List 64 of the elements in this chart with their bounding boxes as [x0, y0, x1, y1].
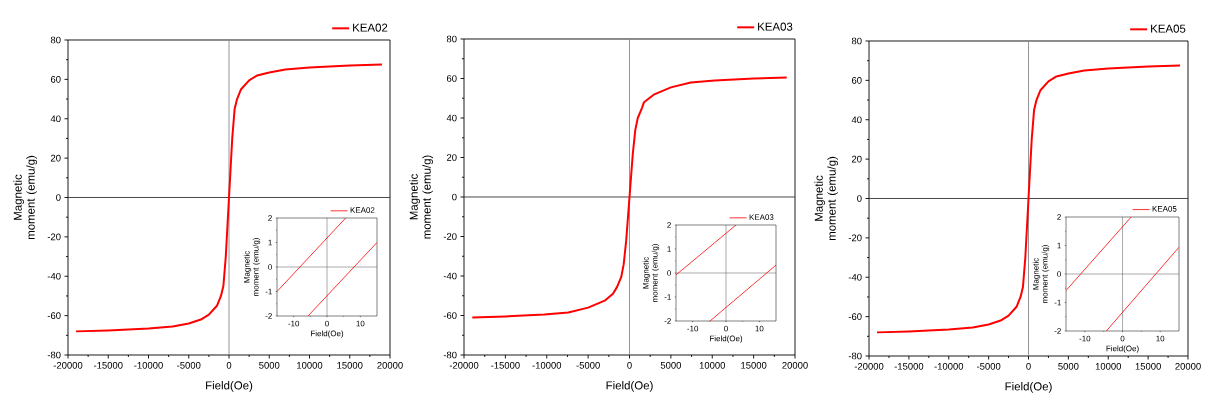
y-tick-label: 60 — [50, 76, 61, 83]
y-axis-title: Magnetic moment (emu/g) — [409, 155, 433, 239]
x-tick-label: -15000 — [894, 363, 924, 370]
x-tick-label: 10000 — [1095, 363, 1122, 370]
x-tick-label: 15000 — [1135, 363, 1161, 370]
y-tick-label: 40 — [851, 116, 862, 124]
y-tick-label: -60 — [47, 312, 61, 319]
x-tick-label: -5000 — [976, 363, 1001, 370]
x-tick-label: 20000 — [377, 362, 403, 369]
x-tick-label: 0 — [1026, 363, 1031, 370]
x-tick-label: 15000 — [337, 362, 363, 369]
x-tick-label: 5000 — [1058, 363, 1079, 370]
legend-label: KEA05 — [1151, 24, 1186, 33]
x-tick-label: -10000 — [134, 362, 163, 369]
y-tick-label: 40 — [446, 114, 457, 122]
x-axis-title: Field(Oe) — [1005, 382, 1052, 393]
x-tick-label: -5000 — [576, 362, 600, 369]
x-tick-label: 20000 — [782, 362, 808, 369]
y-tick-label: 80 — [50, 36, 61, 44]
y-tick-label: 20 — [446, 154, 457, 161]
y-tick-label: -20 — [47, 233, 61, 241]
y-tick-label: -80 — [848, 352, 862, 360]
y-tick-label: 80 — [851, 37, 862, 45]
x-tick-label: 10000 — [699, 362, 726, 369]
y-tick-label: 20 — [851, 155, 862, 163]
x-tick-label: -20000 — [449, 362, 479, 369]
x-tick-label: 20000 — [1175, 363, 1201, 370]
x-tick-label: -10000 — [934, 363, 964, 370]
y-tick-label: -80 — [443, 351, 457, 359]
line-series — [875, 64, 1182, 334]
y-tick-label: 60 — [851, 77, 862, 84]
x-axis-title: Field(Oe) — [606, 381, 653, 392]
y-tick-label: -60 — [443, 312, 457, 319]
y-tick-label: 40 — [50, 115, 61, 123]
legend-label: KEA03 — [758, 22, 793, 31]
y-tick-label: -60 — [848, 313, 862, 320]
y-tick-label: 20 — [50, 154, 61, 162]
legend-label: KEA02 — [353, 23, 388, 32]
x-tick-label: -15000 — [491, 362, 520, 369]
x-tick-label: 10000 — [297, 362, 323, 369]
x-tick-label: 5000 — [660, 362, 682, 369]
x-tick-label: 0 — [627, 362, 632, 369]
x-tick-label: -15000 — [93, 362, 123, 369]
y-tick-label: -20 — [848, 234, 862, 242]
x-axis-title: Field(Oe) — [206, 381, 253, 392]
x-tick-label: -20000 — [854, 363, 884, 370]
y-tick-label: 80 — [446, 35, 457, 43]
y-tick-label: 0 — [857, 195, 862, 202]
y-tick-label: 60 — [446, 75, 457, 82]
x-tick-label: -20000 — [53, 362, 83, 369]
y-tick-label: -40 — [443, 272, 457, 280]
y-axis-title: Magnetic moment (emu/g) — [814, 156, 838, 241]
y-tick-label: -80 — [47, 351, 61, 359]
y-tick-label: -40 — [848, 273, 862, 281]
y-tick-label: 0 — [56, 194, 61, 201]
x-tick-label: 15000 — [741, 362, 767, 369]
x-tick-label: 5000 — [259, 362, 280, 369]
y-tick-label: -20 — [443, 233, 457, 240]
y-tick-label: 0 — [452, 193, 457, 201]
y-axis-title: Magnetic moment (emu/g) — [13, 155, 37, 240]
x-tick-label: 0 — [226, 362, 232, 369]
x-tick-label: -5000 — [177, 362, 201, 369]
y-tick-label: -40 — [47, 272, 61, 280]
x-tick-label: -10000 — [532, 362, 562, 369]
